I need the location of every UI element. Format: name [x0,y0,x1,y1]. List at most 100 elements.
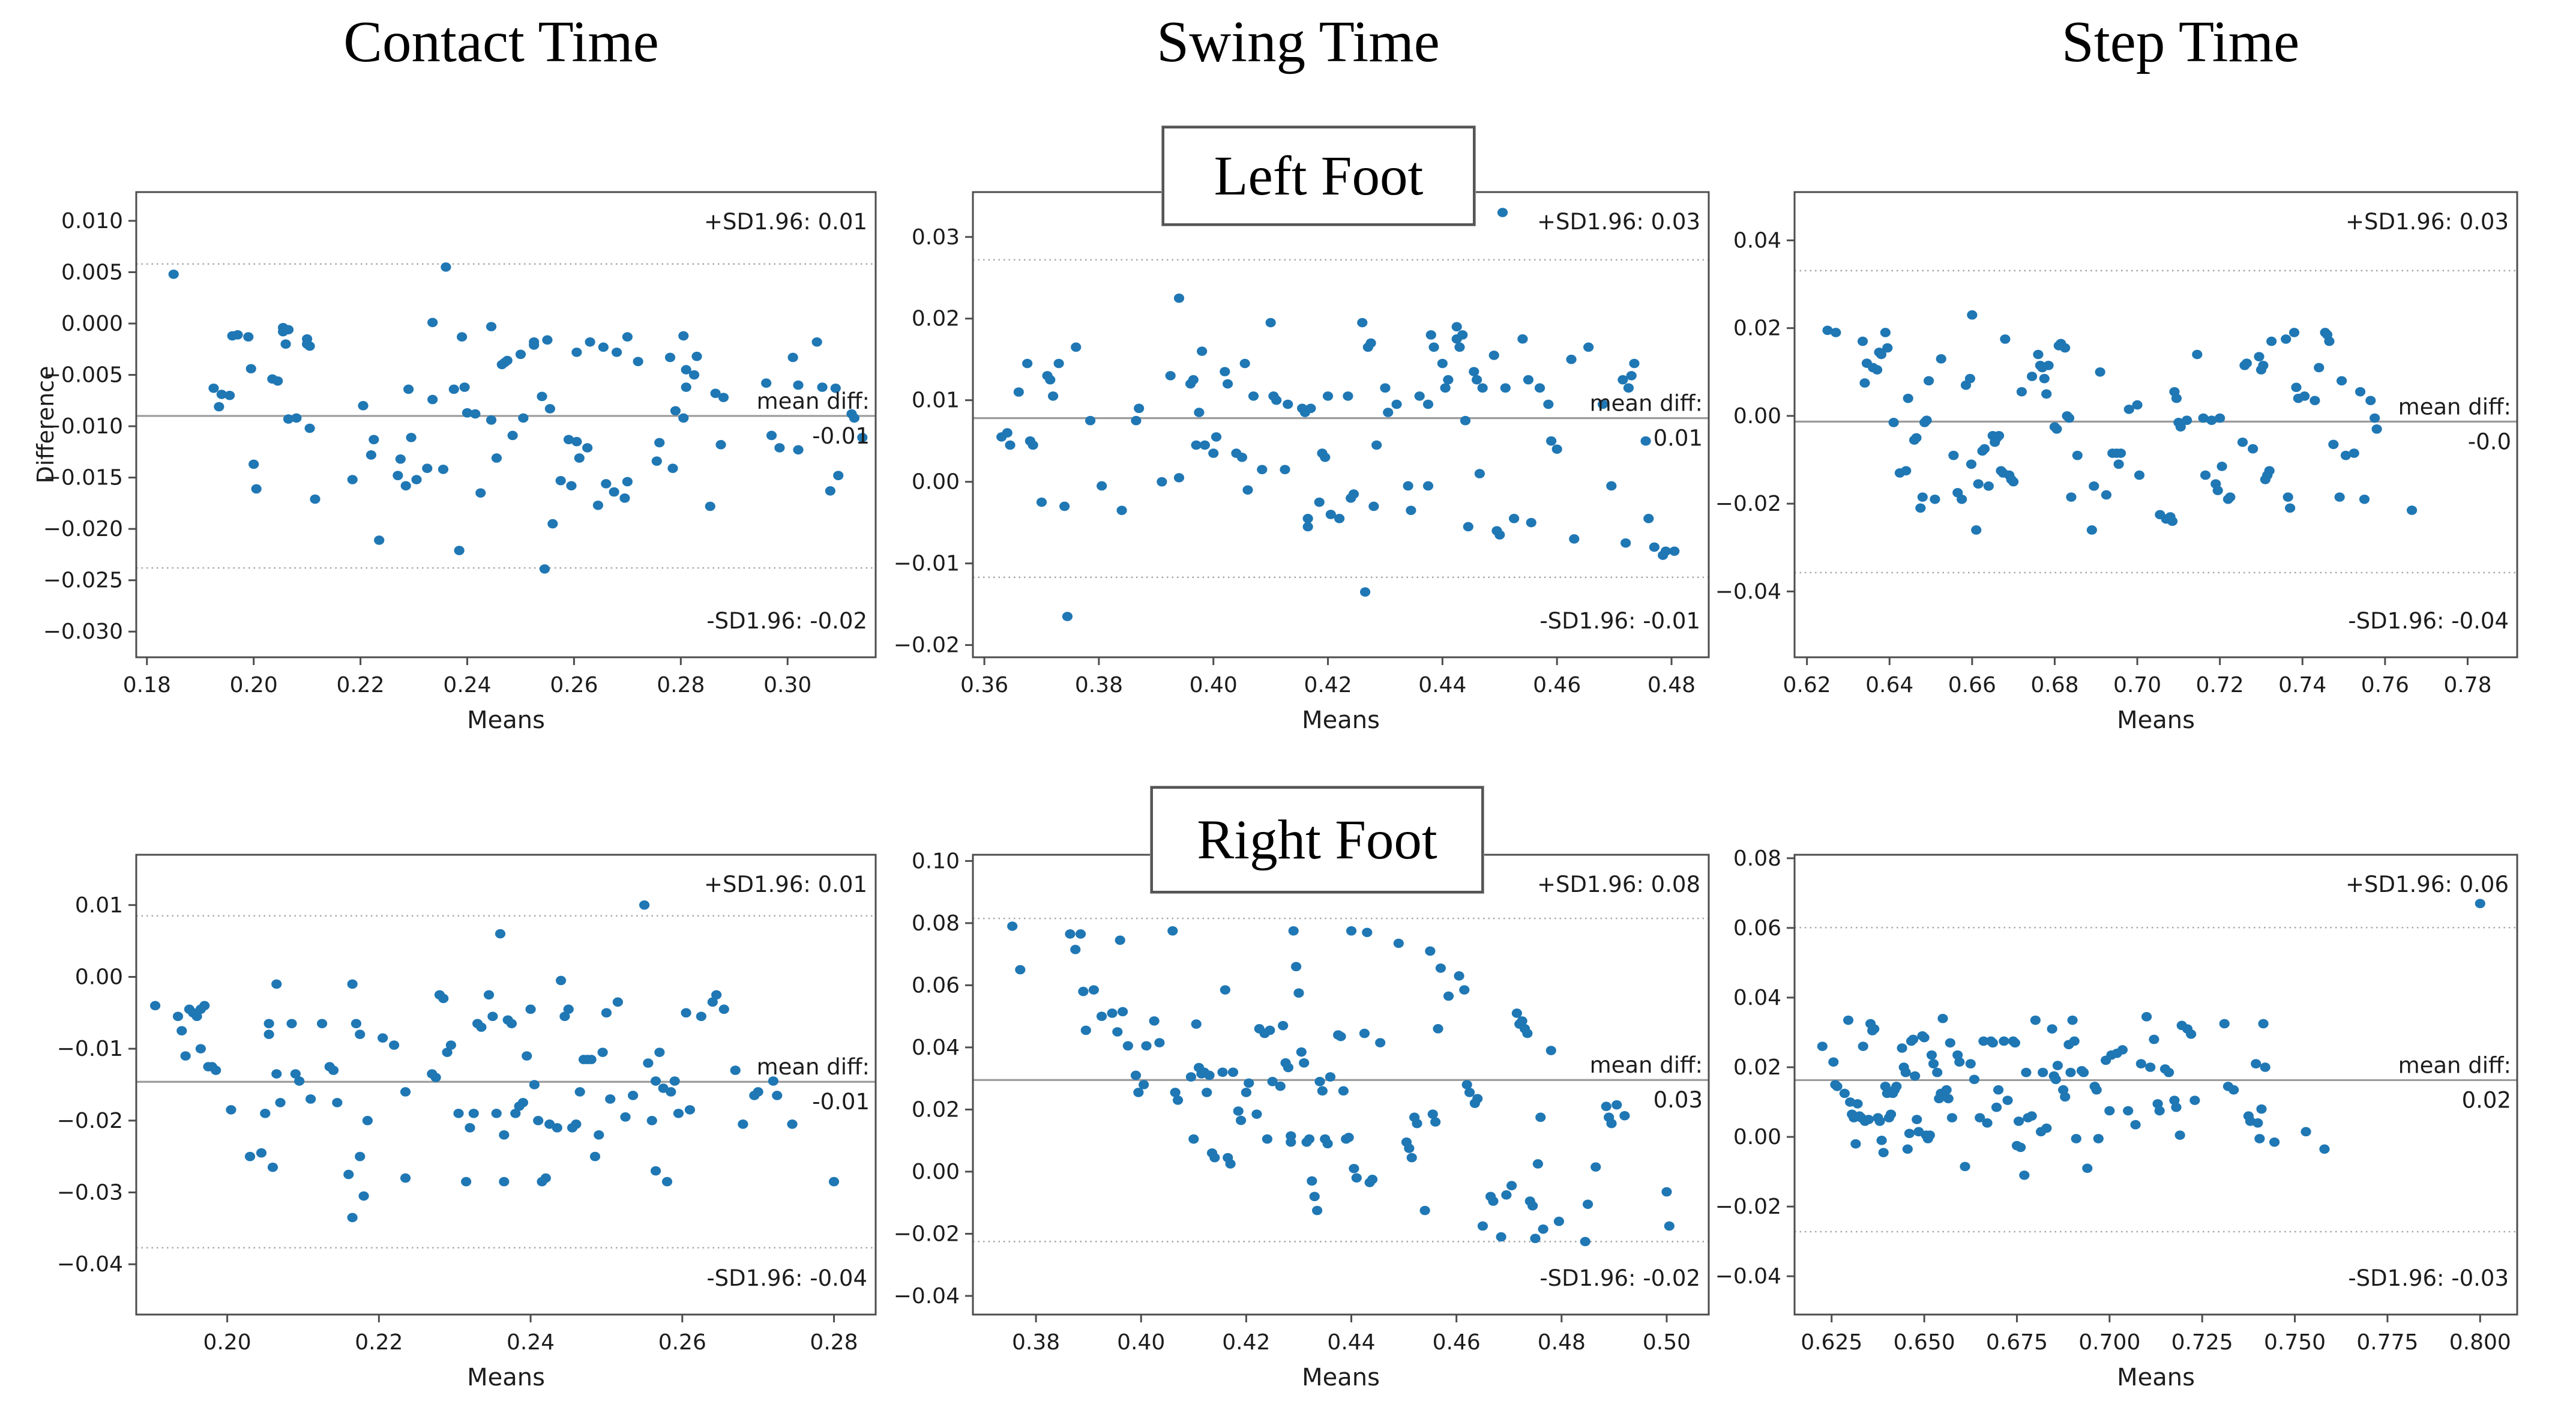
scatter-point [224,390,235,400]
scatter-point [476,1022,487,1032]
scatter-point [2175,422,2186,432]
scatter-point [1817,1041,1828,1051]
scatter-point [705,501,715,511]
x-tick-label: 0.64 [1865,673,1913,697]
scatter-point [2016,387,2027,397]
x-tick-label: 0.24 [507,1330,555,1355]
y-tick-label: −0.010 [43,414,123,439]
scatter-point [495,929,506,939]
scatter-point [1088,985,1100,995]
scatter-point [1154,1038,1165,1047]
scatter-point [442,1047,453,1057]
scatter-point [1065,929,1076,939]
scatter-point [1157,477,1167,487]
scatter-point [1322,1139,1333,1149]
scatter-point [1500,383,1511,393]
scatter-point [1904,1128,1915,1139]
scatter-point [1406,505,1416,516]
scatter-point [438,465,449,474]
scatter-point [1115,935,1125,945]
y-tick-label: 0.06 [912,973,960,998]
scatter-point [491,453,502,463]
plot-frame [135,191,877,658]
scatter-point [1474,469,1485,478]
scatter-point [1526,517,1536,528]
scatter-point [667,463,678,474]
scatter-point [2145,1062,2156,1072]
scatter-point [2038,1067,2048,1077]
scatter-point [1924,376,1934,386]
x-tick-label: 0.42 [1304,673,1352,697]
scatter-point [2283,492,2293,502]
scatter-point [1131,415,1142,426]
scatter-point [2071,1134,2081,1143]
scatter-point [1251,1109,1262,1119]
scatter-point [817,382,828,392]
scatter-point [1494,530,1505,540]
y-tick-label: −0.01 [894,552,960,576]
scatter-point [605,1094,616,1104]
scatter-point [260,1109,271,1118]
scatter-point [1629,358,1640,369]
scatter-point [1075,929,1086,939]
scatter-point [2026,1111,2037,1121]
y-tick-label: 0.00 [912,1160,960,1184]
scatter-point [1569,534,1580,544]
scatter-point [1233,1106,1244,1116]
scatter-point [2355,387,2366,397]
scatter-point [2248,444,2259,454]
scatter-point [1999,1036,2009,1046]
scatter-point [1661,1187,1672,1197]
scatter-point [768,1076,779,1086]
scatter-point [2198,413,2209,423]
scatter-point [1380,383,1391,393]
row-label-left-foot: Left Foot [1162,126,1475,226]
scatter-point [256,1148,267,1158]
scatter-point [411,475,422,484]
scatter-point [559,1011,570,1022]
scatter-point [1097,481,1107,491]
scatter-point [1843,1015,1854,1025]
scatter-point [305,1094,316,1104]
y-tick-label: 0.000 [61,312,123,336]
scatter-point [1343,391,1353,401]
scatter-point [1257,465,1268,475]
y-tick-label: −0.015 [43,466,123,490]
x-tick-label: 0.26 [550,673,598,697]
scatter-point [1427,1109,1438,1119]
scatter-point [2256,1104,2267,1114]
scatter-point [2078,1067,2089,1077]
x-tick-label: 0.50 [1643,1330,1691,1355]
scatter-point [1506,1181,1517,1191]
scatter-point [1002,428,1013,438]
scatter-point [1217,1067,1228,1077]
scatter-point [211,1065,221,1075]
y-tick-label: −0.01 [57,1037,123,1061]
x-tick-label: 0.725 [2171,1330,2233,1355]
scatter-point [1371,440,1382,450]
scatter-point [1457,330,1468,340]
scatter-point [304,423,315,433]
scatter-point [1975,1113,1985,1122]
x-tick-label: 0.46 [1533,673,1581,697]
scatter-point [1640,436,1651,446]
scatter-point [1477,383,1488,393]
scatter-point [586,1055,597,1064]
scatter-point [2039,373,2050,384]
scatter-point [1874,1116,1885,1126]
scatter-point [1428,342,1439,352]
scatter-point [1078,986,1089,996]
scatter-point [2167,516,2178,526]
scatter-point [2258,1019,2269,1029]
scatter-point [2215,413,2225,423]
scatter-point [681,365,691,375]
scatter-point [2021,1067,2032,1077]
scatter-point [1907,1034,1919,1044]
scatter-point [1882,343,1893,353]
scatter-point [457,332,468,342]
scatter-point [1271,395,1282,405]
scatter-point [400,481,411,491]
scatter-point [1236,1115,1247,1125]
x-tick-label: 0.74 [2278,673,2326,697]
scatter-point [366,450,376,460]
